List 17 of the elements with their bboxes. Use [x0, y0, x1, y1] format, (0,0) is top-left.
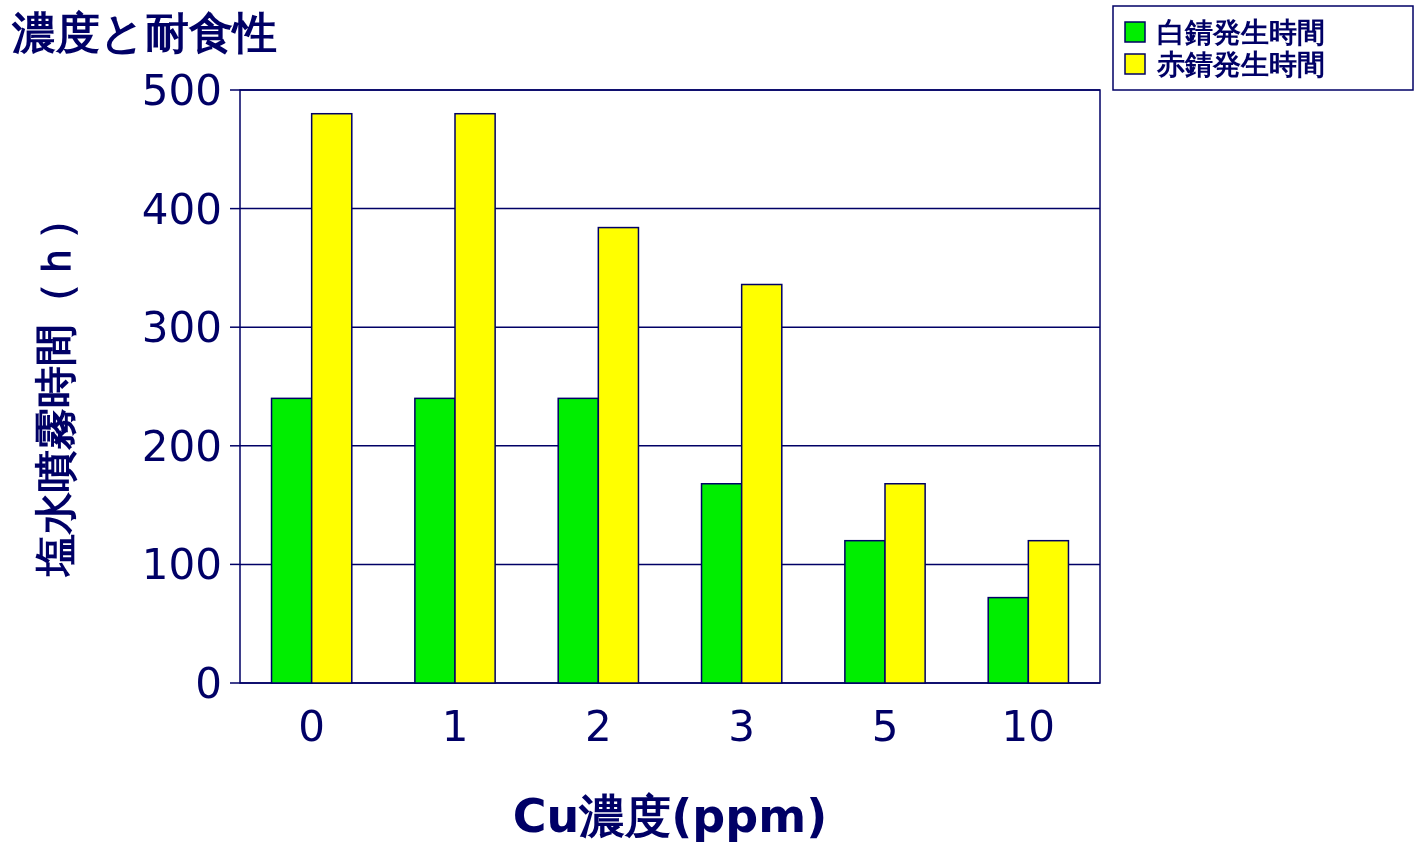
y-tick-label: 300	[141, 303, 222, 353]
legend-label: 赤錆発生時間	[1156, 48, 1325, 81]
y-tick-label: 200	[141, 421, 222, 471]
y-tick-label: 0	[195, 659, 222, 708]
y-tick-label: 400	[141, 184, 222, 234]
legend-label: 白錆発生時間	[1157, 16, 1325, 49]
y-tick-label: 500	[141, 66, 222, 115]
x-tick-label: 1	[441, 702, 469, 751]
x-tick-label: 5	[871, 702, 899, 751]
x-tick-label: 3	[728, 702, 756, 751]
x-tick-label: 0	[298, 702, 326, 751]
y-axis-title: 塩水噴霧時間（ｈ）	[31, 197, 80, 578]
chart-title: 濃度と耐食性	[11, 7, 277, 58]
x-axis-title: Cu濃度(ppm)	[512, 789, 828, 843]
x-tick-label: 10	[1001, 702, 1056, 751]
x-tick-label: 2	[584, 702, 612, 751]
y-tick-label: 100	[141, 540, 222, 590]
